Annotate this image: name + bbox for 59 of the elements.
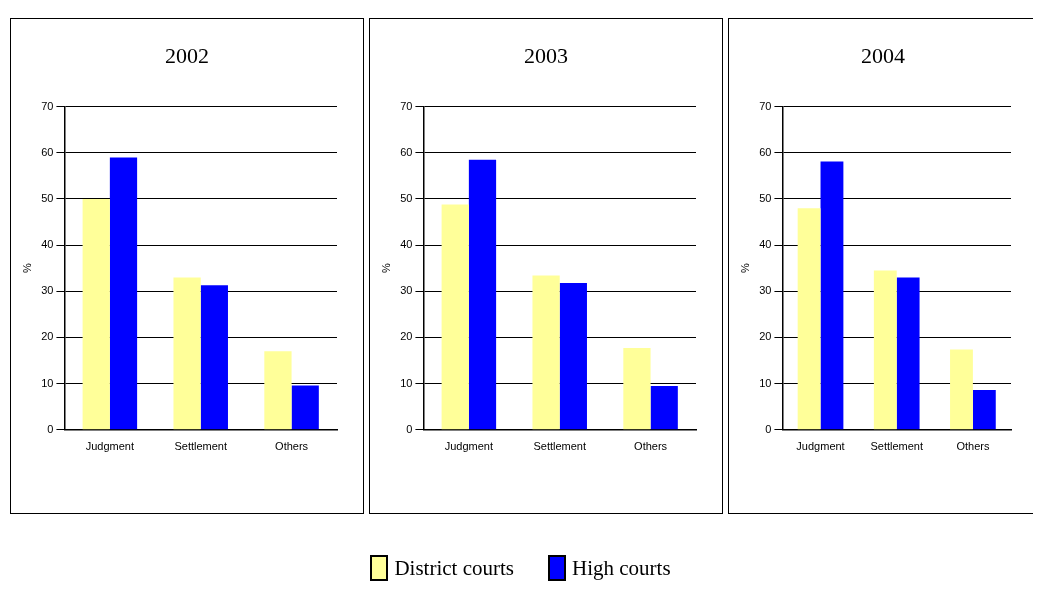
x-tick-label: Others [634,440,668,453]
chart-title: 2002 [164,43,210,69]
bar [200,285,228,430]
bar [623,348,651,430]
y-tick-label: 50 [400,191,413,204]
bar [896,277,920,430]
x-tick-label: Others [956,440,990,453]
bar [291,385,319,430]
bar [109,157,138,430]
y-tick-label: 70 [41,99,54,112]
bar [873,270,897,430]
bar [972,390,996,430]
x-tick-label: Settlement [533,440,587,453]
y-tick-label: 10 [400,376,413,389]
x-tick-label: Settlement [870,440,924,453]
bar [173,277,201,430]
y-axis-title: % [738,263,751,274]
chart-title: 2004 [860,43,906,69]
chart-title: 2003 [523,43,569,69]
y-tick-label: 30 [41,284,54,297]
y-tick-label: 10 [759,376,772,389]
y-tick-label: 0 [47,422,54,435]
y-tick-label: 60 [759,145,772,158]
bar [820,161,844,430]
x-tick-label: Judgment [85,440,135,453]
y-tick-label: 40 [41,238,54,251]
y-tick-label: 70 [759,99,772,112]
y-tick-label: 20 [759,330,772,343]
y-tick-label: 50 [41,191,54,204]
legend-label: District courts [394,556,514,581]
y-axis-title: % [20,263,33,274]
legend-label: High courts [571,556,671,581]
x-tick-label: Judgment [444,440,494,453]
y-tick-label: 0 [765,422,772,435]
bar [650,385,678,430]
y-tick-label: 20 [41,330,54,343]
y-tick-label: 10 [41,376,54,389]
bar [441,204,469,430]
y-tick-label: 30 [400,284,413,297]
bar [468,159,497,430]
y-tick-label: 20 [400,330,413,343]
bar [264,351,292,430]
y-tick-label: 30 [759,284,772,297]
bar [82,198,110,430]
y-tick-label: 60 [41,145,54,158]
bar [950,349,973,430]
x-tick-label: Judgment [796,440,845,453]
bar [532,275,560,430]
x-tick-label: Others [275,440,309,453]
bar [559,282,587,430]
x-tick-label: Settlement [174,440,228,453]
y-tick-label: 40 [400,238,413,251]
y-tick-label: 0 [406,422,413,435]
y-tick-label: 50 [759,191,772,204]
y-tick-label: 60 [400,145,413,158]
bar [797,208,821,430]
y-axis-title: % [379,263,392,274]
y-tick-label: 70 [400,99,413,112]
y-tick-label: 40 [759,238,772,251]
